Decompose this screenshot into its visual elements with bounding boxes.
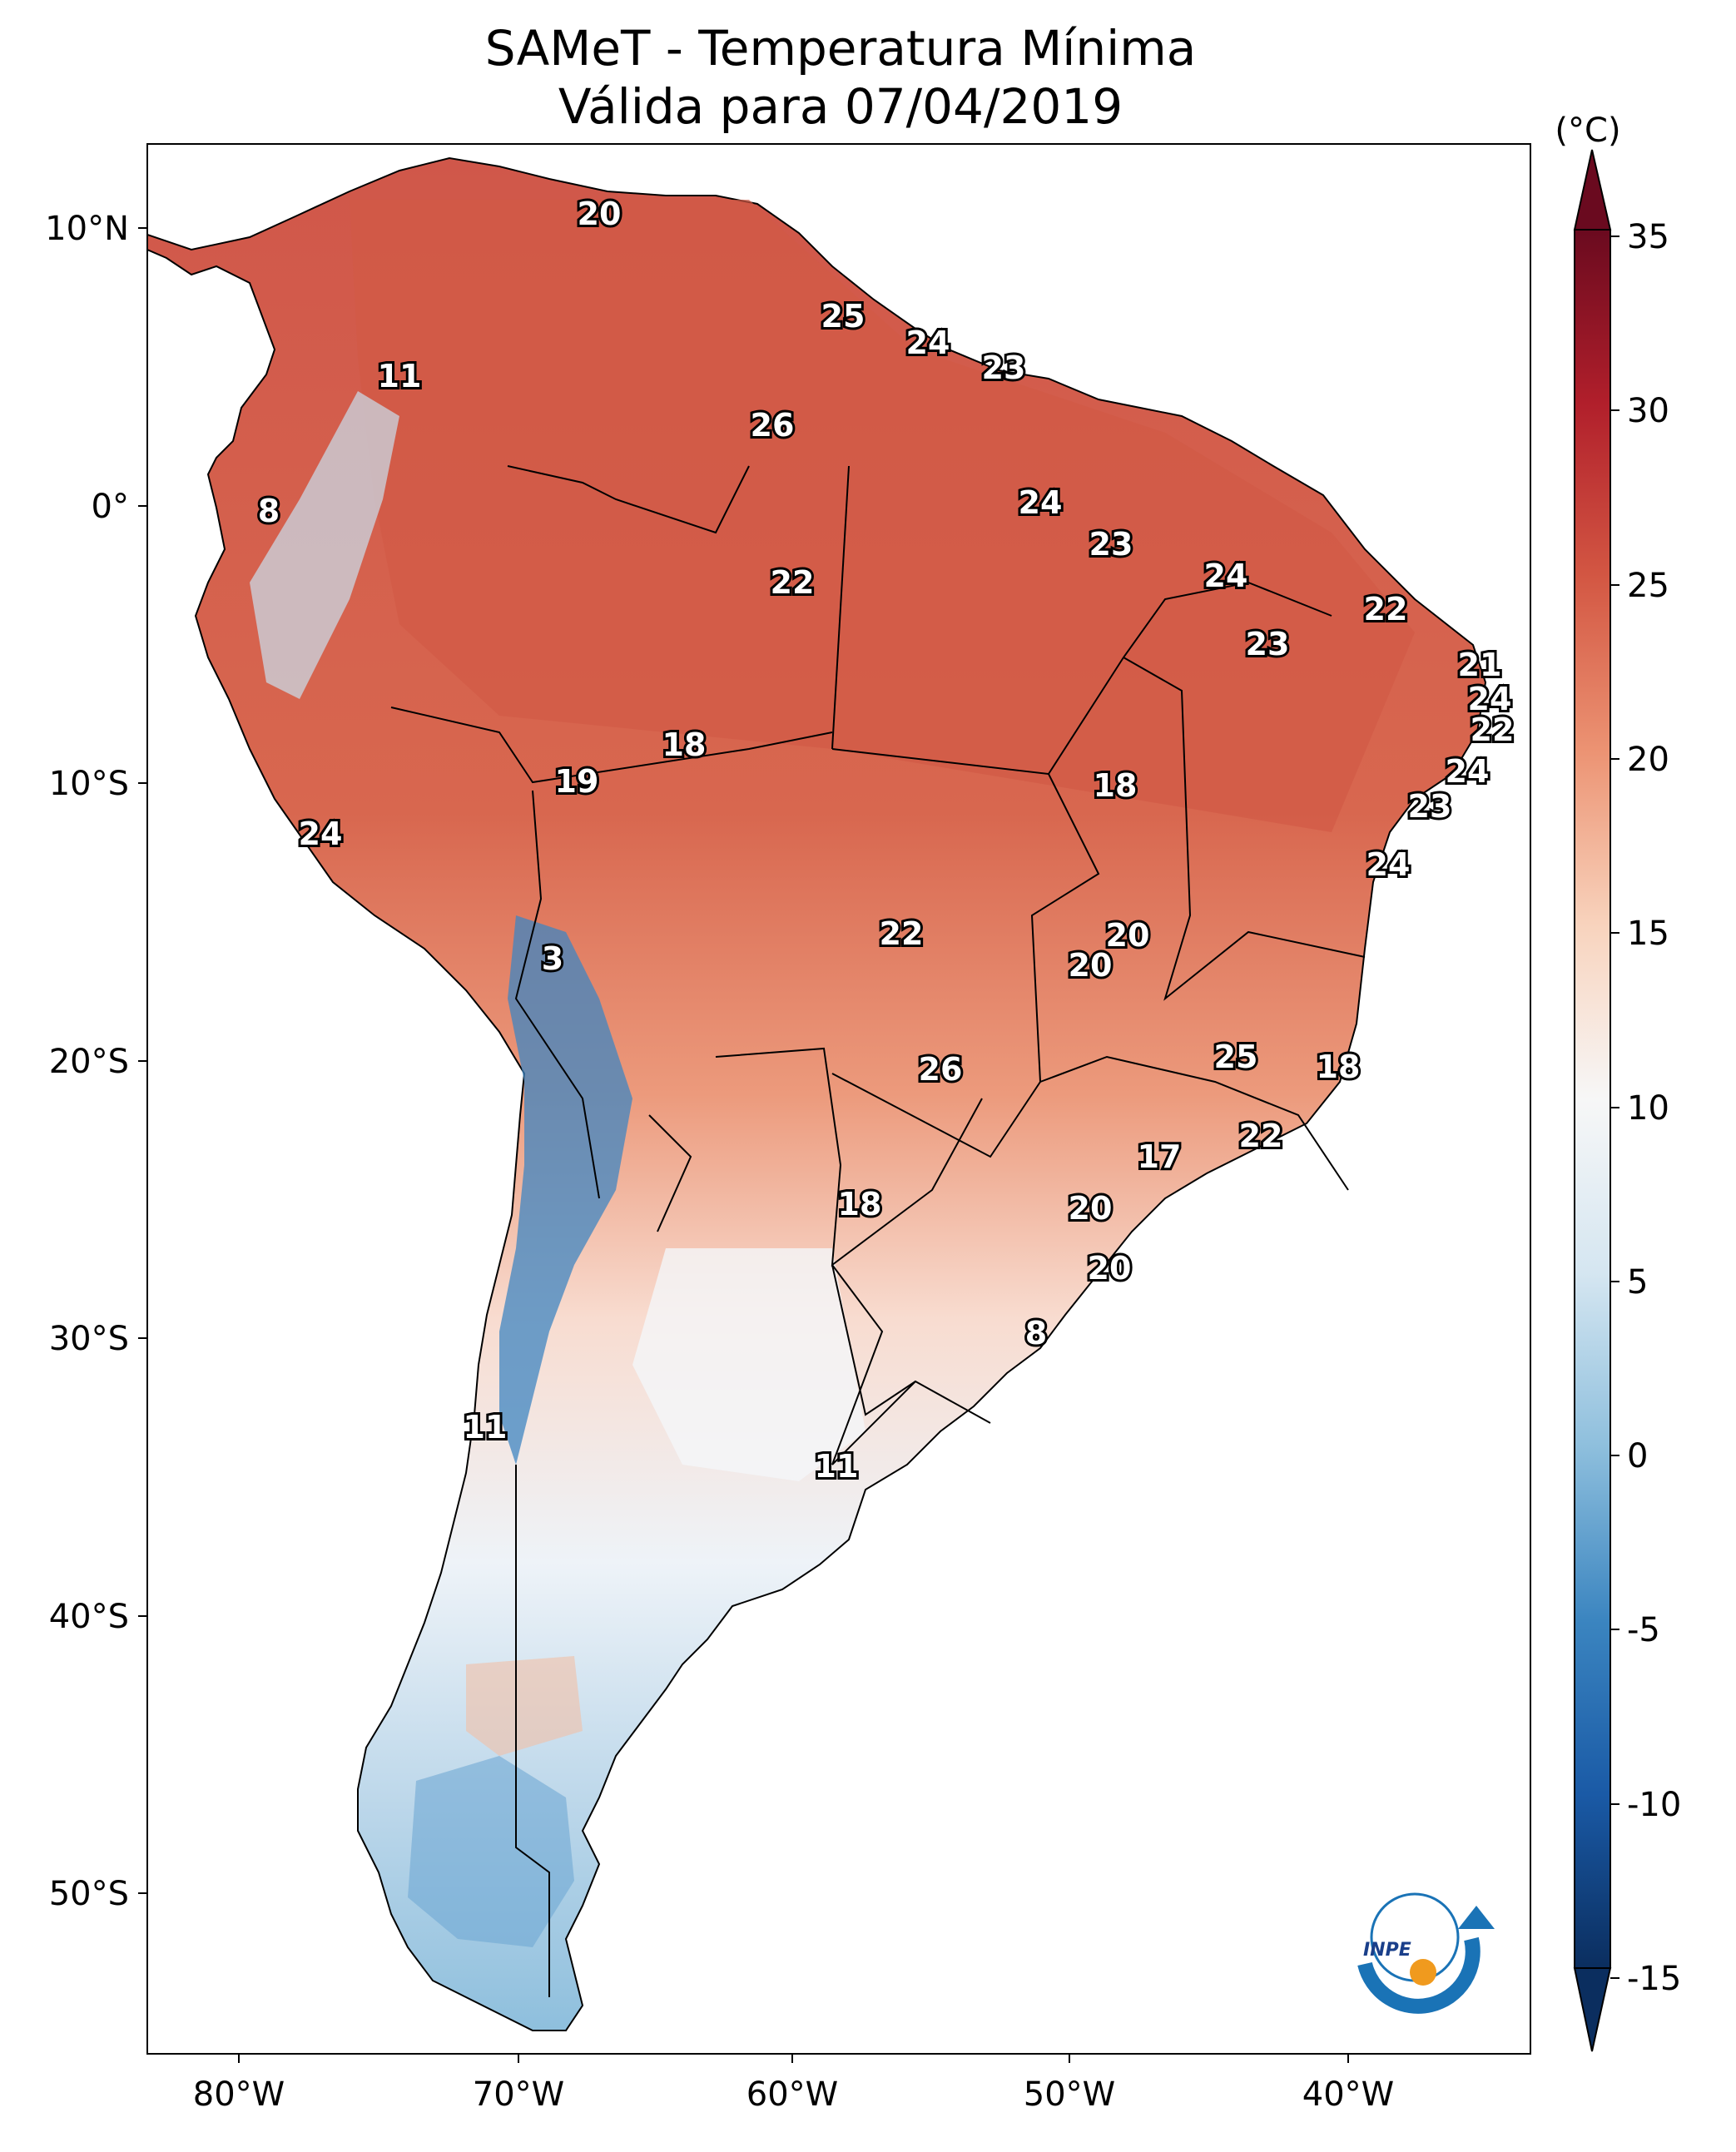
value-label: 17 xyxy=(1138,1138,1182,1175)
value-label: 23 xyxy=(1246,626,1290,662)
colorbar-tick: 0 xyxy=(1627,1437,1648,1475)
chart-title: SAMeT - Temperatura Mínima xyxy=(484,20,1197,77)
value-label: 20 xyxy=(1106,917,1150,954)
value-label: 21 xyxy=(1458,647,1502,683)
value-label: 20 xyxy=(1069,1190,1113,1227)
value-label: 24 xyxy=(1366,846,1411,883)
colorbar-tick: 30 xyxy=(1627,392,1669,430)
colorbar-tick: 15 xyxy=(1627,915,1669,953)
inpe-logo: INPE xyxy=(1357,1892,1495,2014)
value-label: 11 xyxy=(464,1409,508,1445)
lon-label: 60°W xyxy=(746,2075,838,2114)
value-label: 25 xyxy=(1214,1039,1258,1075)
colorbar-tick: 25 xyxy=(1627,567,1669,605)
colorbar-tick: 20 xyxy=(1627,741,1669,779)
value-label: 24 xyxy=(299,816,343,852)
value-label: 20 xyxy=(1069,947,1113,984)
lat-label: 10°S xyxy=(49,765,129,803)
value-label: 24 xyxy=(1446,753,1490,790)
colorbar-tick: -10 xyxy=(1627,1786,1681,1824)
colorbar: (°C) 35 30 25 20 15 10 5 0 -5 -10 -15 xyxy=(1555,112,1681,2052)
value-label: 23 xyxy=(1408,788,1452,825)
value-label: 11 xyxy=(815,1448,859,1485)
colorbar-tick: 5 xyxy=(1627,1263,1648,1302)
logo-text: INPE xyxy=(1363,1940,1411,1961)
value-label: 23 xyxy=(1089,526,1133,563)
value-label: 22 xyxy=(1471,712,1515,748)
value-label: 18 xyxy=(1094,767,1138,804)
colorbar-unit: (°C) xyxy=(1555,112,1620,150)
lon-axis: 80°W 70°W 60°W 50°W 40°W xyxy=(193,2054,1394,2114)
lat-label: 20°S xyxy=(49,1043,129,1081)
value-label: 22 xyxy=(880,915,924,952)
value-label: 22 xyxy=(771,564,815,601)
colorbar-tick: -15 xyxy=(1627,1960,1681,1998)
lat-label: 30°S xyxy=(49,1320,129,1358)
value-label: 18 xyxy=(662,726,707,763)
value-label: 3 xyxy=(542,940,563,977)
value-label: 22 xyxy=(1364,591,1408,627)
colorbar-tick: -5 xyxy=(1627,1611,1660,1649)
value-label: 20 xyxy=(1088,1250,1132,1287)
station-values: 20 25 24 23 11 26 8 24 23 24 22 23 21 24… xyxy=(255,193,1517,1487)
value-label: 24 xyxy=(1204,558,1248,594)
lat-label: 50°S xyxy=(49,1875,129,1913)
value-label: 26 xyxy=(751,407,795,444)
value-label: 24 xyxy=(906,325,950,361)
value-label: 26 xyxy=(919,1051,963,1088)
lat-label: 10°N xyxy=(45,210,129,248)
value-label: 23 xyxy=(982,350,1026,386)
value-label: 20 xyxy=(578,196,622,232)
lon-label: 50°W xyxy=(1024,2075,1115,2114)
chart-subtitle: Válida para 07/04/2019 xyxy=(558,78,1123,135)
value-label: 25 xyxy=(821,298,866,335)
lon-label: 40°W xyxy=(1302,2075,1394,2114)
value-label: 18 xyxy=(838,1186,882,1222)
value-label: 8 xyxy=(258,493,280,529)
value-label: 24 xyxy=(1019,484,1063,521)
lon-label: 80°W xyxy=(193,2075,285,2114)
value-label: 11 xyxy=(378,358,422,394)
lat-axis: 10°N 0° 10°S 20°S 30°S 40°S 50°S xyxy=(45,210,147,1913)
lat-label: 40°S xyxy=(49,1598,129,1636)
value-label: 19 xyxy=(555,763,599,800)
lat-label: 0° xyxy=(92,488,129,526)
value-label: 8 xyxy=(1025,1315,1047,1351)
value-label: 24 xyxy=(1468,681,1512,717)
colorbar-tick: 10 xyxy=(1627,1089,1669,1128)
value-label: 22 xyxy=(1239,1118,1283,1154)
colorbar-tick: 35 xyxy=(1627,218,1669,256)
lon-label: 70°W xyxy=(473,2075,564,2114)
value-label: 18 xyxy=(1317,1049,1361,1085)
